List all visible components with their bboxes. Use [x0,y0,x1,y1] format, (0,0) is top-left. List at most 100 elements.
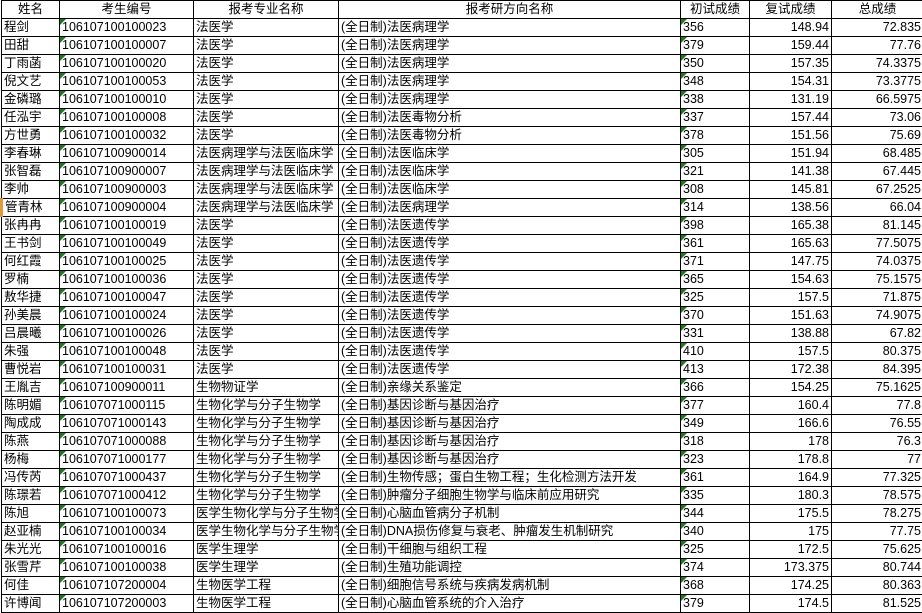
cell-reexam-score[interactable]: 147.75 [750,253,832,271]
cell-name[interactable]: 李帅 [2,181,60,199]
cell-candidate-number[interactable]: 106107100100031 [60,361,194,379]
cell-research-direction[interactable]: (全日制)亲缘关系鉴定 [339,379,681,397]
cell-total-score[interactable]: 76.55 [832,415,922,433]
cell-preliminary-score[interactable]: 368 [681,577,750,595]
cell-candidate-number[interactable]: 106107100100036 [60,271,194,289]
cell-research-direction[interactable]: (全日制)心脑血管病分子机制 [339,505,681,523]
cell-preliminary-score[interactable]: 356 [681,19,750,37]
cell-total-score[interactable]: 68.485 [832,145,922,163]
cell-total-score[interactable]: 77.75 [832,523,922,541]
cell-research-direction[interactable]: (全日制)法医病理学 [339,37,681,55]
cell-reexam-score[interactable]: 141.38 [750,163,832,181]
cell-preliminary-score[interactable]: 370 [681,307,750,325]
cell-name[interactable]: 罗楠 [2,271,60,289]
cell-reexam-score[interactable]: 174.5 [750,595,832,613]
cell-name[interactable]: 孙美晨 [2,307,60,325]
cell-candidate-number[interactable]: 106107100100047 [60,289,194,307]
cell-preliminary-score[interactable]: 371 [681,253,750,271]
cell-total-score[interactable]: 74.3375 [832,55,922,73]
cell-name[interactable]: 何佳 [2,577,60,595]
cell-research-direction[interactable]: (全日制)心脑血管系统的介入治疗 [339,595,681,613]
cell-total-score[interactable]: 77.325 [832,469,922,487]
cell-name[interactable]: 王书剑 [2,235,60,253]
cell-major[interactable]: 生物医学工程 [194,595,339,613]
cell-major[interactable]: 医学生物化学与分子生物学 [194,505,339,523]
cell-preliminary-score[interactable]: 340 [681,523,750,541]
cell-reexam-score[interactable]: 131.19 [750,91,832,109]
cell-major[interactable]: 生物医学工程 [194,577,339,595]
column-header-total-score[interactable]: 总成绩 [832,1,922,19]
cell-preliminary-score[interactable]: 410 [681,343,750,361]
cell-research-direction[interactable]: (全日制)基因诊断与基因治疗 [339,451,681,469]
cell-name[interactable]: 吕晨曦 [2,325,60,343]
cell-total-score[interactable]: 71.875 [832,289,922,307]
cell-total-score[interactable]: 84.395 [832,361,922,379]
cell-major[interactable]: 法医学 [194,235,339,253]
cell-research-direction[interactable]: (全日制)法医病理学 [339,199,681,217]
cell-total-score[interactable]: 66.04 [832,199,922,217]
cell-research-direction[interactable]: (全日制)法医病理学 [339,55,681,73]
cell-candidate-number[interactable]: 106107100100010 [60,91,194,109]
cell-total-score[interactable]: 80.375 [832,343,922,361]
cell-major[interactable]: 生物化学与分子生物学 [194,487,339,505]
cell-total-score[interactable]: 76.3 [832,433,922,451]
cell-preliminary-score[interactable]: 325 [681,289,750,307]
cell-major[interactable]: 法医病理学与法医临床学 [194,199,339,217]
column-header-major[interactable]: 报考专业名称 [194,1,339,19]
cell-reexam-score[interactable]: 138.56 [750,199,832,217]
cell-reexam-score[interactable]: 151.63 [750,307,832,325]
cell-preliminary-score[interactable]: 335 [681,487,750,505]
cell-name[interactable]: 杨梅 [2,451,60,469]
cell-candidate-number[interactable]: 106107107200003 [60,595,194,613]
cell-reexam-score[interactable]: 172.5 [750,541,832,559]
cell-preliminary-score[interactable]: 325 [681,541,750,559]
cell-candidate-number[interactable]: 106107100100025 [60,253,194,271]
cell-reexam-score[interactable]: 148.94 [750,19,832,37]
cell-major[interactable]: 法医学 [194,127,339,145]
cell-total-score[interactable]: 77 [832,451,922,469]
cell-major[interactable]: 法医病理学与法医临床学 [194,163,339,181]
cell-total-score[interactable]: 78.575 [832,487,922,505]
cell-reexam-score[interactable]: 151.94 [750,145,832,163]
cell-reexam-score[interactable]: 172.38 [750,361,832,379]
cell-research-direction[interactable]: (全日制)基因诊断与基因治疗 [339,397,681,415]
cell-candidate-number[interactable]: 106107100900011 [60,379,194,397]
column-header-preliminary-score[interactable]: 初试成绩 [681,1,750,19]
cell-research-direction[interactable]: (全日制)细胞信号系统与疾病发病机制 [339,577,681,595]
cell-candidate-number[interactable]: 106107071000412 [60,487,194,505]
cell-preliminary-score[interactable]: 365 [681,271,750,289]
cell-name[interactable]: 李春琳 [2,145,60,163]
cell-candidate-number[interactable]: 106107100100048 [60,343,194,361]
cell-total-score[interactable]: 75.1575 [832,271,922,289]
cell-reexam-score[interactable]: 165.38 [750,217,832,235]
cell-candidate-number[interactable]: 106107100100020 [60,55,194,73]
cell-major[interactable]: 法医学 [194,289,339,307]
cell-preliminary-score[interactable]: 305 [681,145,750,163]
cell-candidate-number[interactable]: 106107100100049 [60,235,194,253]
cell-preliminary-score[interactable]: 366 [681,379,750,397]
cell-total-score[interactable]: 78.275 [832,505,922,523]
cell-major[interactable]: 法医学 [194,19,339,37]
cell-reexam-score[interactable]: 174.25 [750,577,832,595]
cell-reexam-score[interactable]: 157.5 [750,343,832,361]
cell-name[interactable]: 田甜 [2,37,60,55]
cell-research-direction[interactable]: (全日制)法医病理学 [339,73,681,91]
cell-name[interactable]: 倪文艺 [2,73,60,91]
cell-research-direction[interactable]: (全日制)法医病理学 [339,91,681,109]
cell-candidate-number[interactable]: 106107100900007 [60,163,194,181]
cell-total-score[interactable]: 81.145 [832,217,922,235]
cell-preliminary-score[interactable]: 361 [681,235,750,253]
